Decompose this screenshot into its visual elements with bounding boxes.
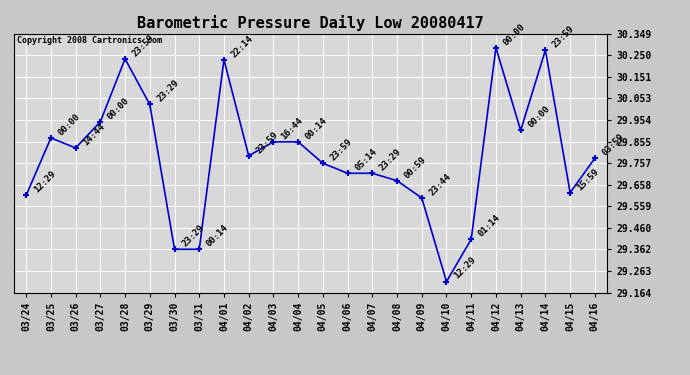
Text: 00:00: 00:00 bbox=[57, 112, 82, 137]
Text: 23:59: 23:59 bbox=[254, 130, 279, 155]
Text: 00:00: 00:00 bbox=[526, 104, 551, 130]
Text: 12:29: 12:29 bbox=[32, 169, 57, 195]
Text: 15:59: 15:59 bbox=[575, 166, 601, 192]
Text: 22:14: 22:14 bbox=[230, 34, 255, 59]
Text: 05:14: 05:14 bbox=[353, 147, 379, 172]
Text: 23:59: 23:59 bbox=[551, 24, 576, 50]
Text: 01:14: 01:14 bbox=[477, 213, 502, 238]
Title: Barometric Pressure Daily Low 20080417: Barometric Pressure Daily Low 20080417 bbox=[137, 15, 484, 31]
Text: 00:14: 00:14 bbox=[304, 116, 329, 141]
Text: 00:00: 00:00 bbox=[502, 22, 527, 47]
Text: 23:44: 23:44 bbox=[427, 172, 453, 197]
Text: 00:14: 00:14 bbox=[205, 223, 230, 249]
Text: 23:29: 23:29 bbox=[180, 223, 206, 249]
Text: 00:59: 00:59 bbox=[402, 154, 428, 180]
Text: 00:00: 00:00 bbox=[106, 96, 131, 121]
Text: 14:44: 14:44 bbox=[81, 122, 106, 147]
Text: 23:29: 23:29 bbox=[378, 147, 403, 172]
Text: 23:29: 23:29 bbox=[155, 78, 181, 104]
Text: 16:44: 16:44 bbox=[279, 116, 304, 141]
Text: 12:29: 12:29 bbox=[452, 255, 477, 281]
Text: 03:59: 03:59 bbox=[600, 132, 626, 158]
Text: 23:59: 23:59 bbox=[130, 33, 156, 58]
Text: 23:59: 23:59 bbox=[328, 137, 354, 162]
Text: Copyright 2008 Cartronics.com: Copyright 2008 Cartronics.com bbox=[17, 36, 161, 45]
